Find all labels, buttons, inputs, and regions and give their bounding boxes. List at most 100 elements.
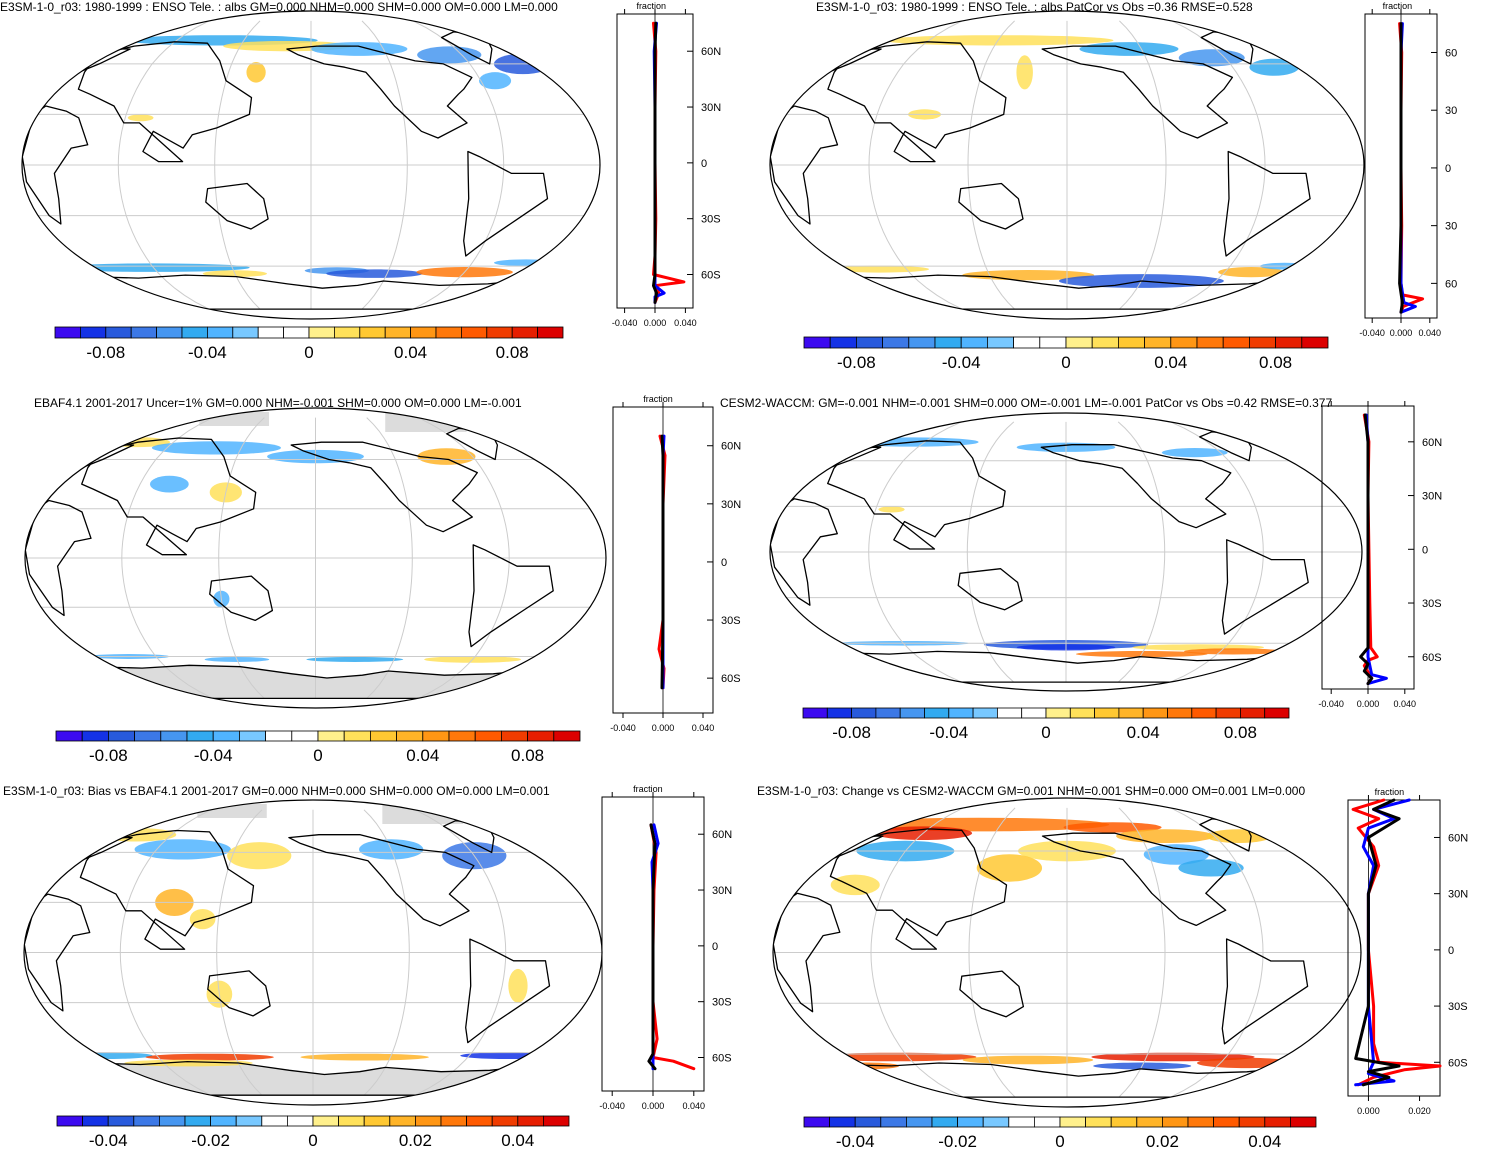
coastline-antarctica [835,650,1292,683]
anomaly-patch-9 [204,656,270,662]
colorbar-swatch [108,730,136,742]
zonal-xtick-label: 0.040 [692,723,715,733]
zonal-series-model [1398,22,1425,314]
anomaly-patch-7 [213,590,230,608]
zonal-xlabel: fraction [1383,1,1413,11]
colorbar-swatch [1045,707,1071,719]
chart-title: CESM2-WACCM: GM=-0.001 NHM=-0.001 SHM=0.… [720,396,1333,410]
zonal-series-model [1362,413,1379,686]
anomaly-patch-15 [1197,1057,1296,1069]
chart-title: E3SM-1-0_r03: 1980-1999 : ENSO Tele. : a… [816,0,1253,14]
colorbar-swatch [987,336,1015,349]
anomaly-patch-1 [96,827,177,842]
colorbar-swatch [422,730,450,742]
coastline-australia [209,575,274,622]
map-area [24,800,602,1105]
anomaly-patch-5 [442,842,507,870]
anomaly-patch-5 [493,53,552,75]
colorbar: -0.08 -0.04 0 0.04 0.08 [802,707,1290,742]
colorbar-tick-label: 0.02 [1146,1132,1179,1149]
anomaly-patch-11 [326,269,423,278]
colorbar-swatch [948,707,974,719]
zonal-lat-label: 30S [721,615,741,627]
coastline-namerica [288,834,475,927]
graticule-lon [1118,807,1166,1098]
graticule-lon [214,20,261,310]
anomaly-patch-3 [267,449,364,464]
colorbar-swatch [802,707,828,719]
zonal-lat-label: 30S [701,214,721,226]
map-frame [23,799,603,1106]
zonal-series-obs [652,21,666,304]
colorbar-swatch [1118,336,1146,349]
colorbar-swatch [257,326,285,339]
colorbar-swatch [511,326,539,339]
colorbar-swatch [82,1115,109,1127]
colorbar-swatch [107,1115,135,1127]
coastline-europe [797,446,882,485]
coastline-namerica [286,45,473,139]
coastline-europe [800,835,884,878]
colorbar-swatch [235,1115,263,1127]
missing-data-north [197,804,267,818]
zonal-series-obs [1399,22,1417,314]
colorbar-swatch [924,707,950,719]
colorbar-swatch [448,730,476,742]
coastline-greenland [442,820,495,854]
anomaly-patch-10 [1184,648,1283,655]
colorbar-swatch [232,326,259,339]
colorbar-tick-label: -0.02 [191,1131,230,1149]
zonal-lat-label: 0 [1445,163,1451,175]
anomaly-patch-6 [209,482,242,503]
zonal-xlabel: fraction [643,394,673,404]
colorbar-tick-label: 0 [1055,1132,1064,1149]
zonal-lat-label: 60N [721,441,741,453]
zonal-lat-label: 0 [721,557,727,569]
colorbar-swatch [308,326,335,339]
coastline-samerica [1221,539,1309,635]
colorbar-swatch [56,1115,84,1127]
colorbar-tick-label: -0.04 [89,1131,128,1149]
coastline-asia [827,440,1006,550]
colorbar-swatch [1264,1116,1291,1128]
colorbar-swatch [1301,336,1329,349]
anomaly-patch-16 [1093,1062,1192,1070]
colorbar-tick-label: 0 [1061,353,1070,372]
colorbar-tick-label: -0.04 [836,1132,875,1149]
colorbar-tick-label: 0.04 [406,746,439,765]
colorbar-swatch [856,336,884,349]
anomaly-patch-9 [1058,274,1224,288]
colorbar-swatch [130,326,157,339]
colorbar-swatch [160,730,188,742]
colorbar-swatch [1142,707,1168,719]
zonal-lat-label: 0 [701,158,707,170]
zonal-series-model [657,434,667,690]
colorbar-swatch [803,336,831,349]
graticule-lon [366,417,413,699]
colorbar-swatch [286,1115,314,1127]
coastline-samerica [465,938,551,1044]
colorbar-tick-label: 0.04 [1154,353,1187,372]
coastline-greenland [446,427,499,461]
colorbar-swatch [291,730,319,742]
coastline-africa [22,105,89,225]
colorbar-swatch [1215,707,1241,719]
colorbar-swatch [1136,1116,1163,1128]
coastline-asia [81,437,257,556]
colorbar-swatch [81,730,109,742]
colorbar-swatch [440,1115,468,1127]
colorbar-tick-label: -0.08 [86,343,125,362]
colorbar-swatch [363,1115,391,1127]
zonal-lat-label: 60S [1422,652,1442,664]
anomaly-patch-4 [1116,829,1215,843]
colorbar-swatch [435,326,462,339]
anomaly-patch-3 [311,42,408,56]
coastline-asia [827,41,1007,163]
colorbar-tick-label: -0.04 [194,746,233,765]
anomaly-patch-1 [882,35,1114,46]
zonal-mean-plot: 0.000 0.020 fraction 60N 30N 0 30S 60S [1347,787,1468,1116]
colorbar-tick-label: -0.04 [929,723,968,742]
colorbar-swatch [389,1115,416,1127]
